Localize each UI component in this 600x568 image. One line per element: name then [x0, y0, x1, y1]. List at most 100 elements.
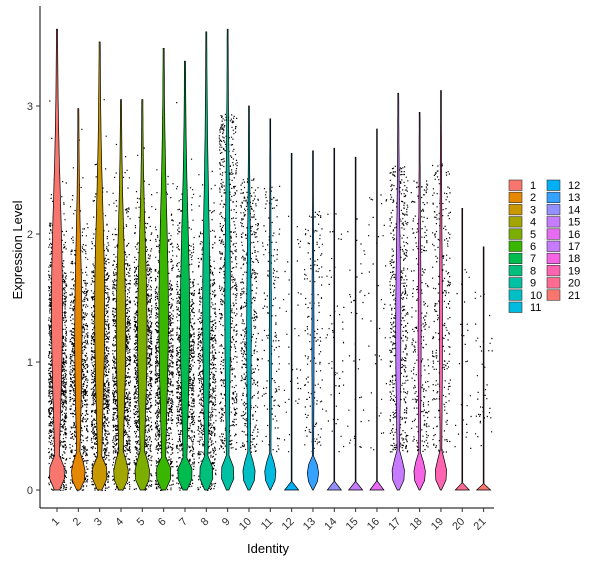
violin-shape-13 — [306, 150, 319, 491]
violin-shape-17 — [391, 92, 405, 491]
jitter-13 — [304, 211, 324, 453]
violin-shape-14 — [326, 147, 343, 491]
violin-shape-8 — [199, 31, 214, 491]
legend-label-21: 21 — [568, 290, 580, 302]
violin-4 — [113, 99, 129, 491]
legend-label-12: 12 — [568, 180, 580, 192]
x-tick-label-15: 15 — [344, 516, 361, 533]
legend-swatch-11 — [508, 301, 523, 313]
legend-item-13: 13 — [546, 191, 580, 204]
legend-swatch-4 — [508, 216, 523, 228]
legend-item-6: 6 — [508, 240, 536, 253]
violin-shape-1 — [49, 28, 65, 491]
jitter-2 — [69, 128, 89, 492]
legend-item-12: 12 — [546, 179, 580, 192]
x-tick-label-17: 17 — [386, 516, 403, 533]
y-tick-label-0: 0 — [27, 485, 33, 497]
violin-19 — [434, 90, 447, 491]
violin-13 — [306, 150, 319, 491]
legend-label-15: 15 — [568, 217, 580, 229]
legend-swatch-9 — [508, 277, 523, 289]
legend-item-19: 19 — [546, 265, 580, 277]
x-tick-label-18: 18 — [408, 516, 425, 533]
violin-5 — [134, 99, 150, 491]
x-tick-label-5: 5 — [135, 516, 148, 529]
violin-15 — [347, 156, 364, 491]
jitter-dots-19 — [432, 163, 451, 453]
x-tick-label-12: 12 — [280, 516, 297, 533]
legend-item-11: 11 — [508, 301, 541, 314]
legend-item-10: 10 — [508, 289, 542, 302]
y-tick-label-2: 2 — [27, 229, 33, 241]
legend-swatch-10 — [508, 289, 523, 301]
legend-item-18: 18 — [546, 252, 580, 265]
legend-label-4: 4 — [530, 217, 536, 229]
legend-swatch-6 — [508, 240, 523, 252]
violin-shape-10 — [242, 105, 256, 491]
legend-item-14: 14 — [546, 204, 580, 216]
legend-label-2: 2 — [530, 192, 536, 204]
x-axis-title: Identity — [247, 541, 289, 556]
violin-shape-6 — [156, 48, 171, 491]
legend-swatch-14 — [546, 204, 561, 216]
legend-swatch-8 — [508, 265, 523, 277]
legend-label-18: 18 — [568, 253, 580, 265]
legend-swatch-16 — [546, 228, 561, 240]
violin-shape-12 — [283, 153, 300, 491]
jitter-dots-7 — [176, 102, 196, 491]
jitter-dots-12 — [283, 215, 302, 453]
violin-shape-15 — [347, 156, 364, 491]
legend-swatch-1 — [508, 179, 523, 191]
x-tick-label-14: 14 — [322, 516, 339, 533]
x-tick-label-19: 19 — [429, 516, 446, 533]
legend-swatch-18 — [546, 252, 561, 264]
violin-8 — [199, 31, 214, 491]
legend-label-7: 7 — [530, 253, 536, 265]
legend-label-10: 10 — [530, 290, 542, 302]
legend-item-8: 8 — [508, 265, 536, 277]
x-tick-label-10: 10 — [237, 516, 254, 533]
legend-item-5: 5 — [508, 228, 536, 241]
legend-item-21: 21 — [546, 289, 580, 302]
jitter-dots-8 — [197, 170, 217, 492]
legend-item-1: 1 — [508, 179, 536, 192]
legend-swatch-7 — [508, 252, 523, 264]
jitter-18 — [410, 180, 430, 452]
violin-shape-3 — [92, 41, 108, 491]
x-tick-label-3: 3 — [92, 516, 105, 529]
legend-swatch-2 — [508, 191, 523, 203]
x-tick-label-7: 7 — [177, 516, 190, 529]
jitter-dots-10 — [240, 176, 260, 453]
legend-label-11: 11 — [530, 302, 541, 314]
violin-shape-4 — [113, 99, 129, 491]
violin-18 — [413, 112, 426, 491]
legend-label-14: 14 — [568, 204, 580, 216]
violin-shape-7 — [177, 60, 193, 491]
jitter-7 — [176, 102, 196, 491]
violin-3 — [92, 41, 108, 491]
legend-item-15: 15 — [546, 216, 580, 229]
legend-swatch-15 — [546, 216, 561, 228]
legend-label-16: 16 — [568, 229, 580, 241]
violin-10 — [242, 105, 256, 491]
violin-1 — [49, 28, 65, 491]
legend-swatch-19 — [546, 265, 561, 277]
legend-item-20: 20 — [546, 277, 580, 290]
y-axis-title: Expression Level — [10, 200, 25, 299]
x-tick-label-8: 8 — [199, 516, 212, 529]
violin-shape-11 — [264, 118, 277, 491]
violin-shape-9 — [221, 28, 235, 491]
x-tick-label-21: 21 — [472, 516, 489, 533]
x-tick-label-1: 1 — [49, 516, 62, 529]
violin-21 — [475, 246, 492, 491]
jitter-12 — [283, 215, 302, 453]
jitter-8 — [197, 170, 217, 492]
legend-label-17: 17 — [568, 241, 580, 253]
legend-label-6: 6 — [530, 241, 536, 253]
x-tick-label-6: 6 — [156, 516, 169, 529]
legend-item-4: 4 — [508, 216, 536, 229]
legend-item-2: 2 — [508, 191, 536, 204]
legend-label-19: 19 — [568, 265, 580, 277]
legend-item-3: 3 — [508, 204, 536, 216]
